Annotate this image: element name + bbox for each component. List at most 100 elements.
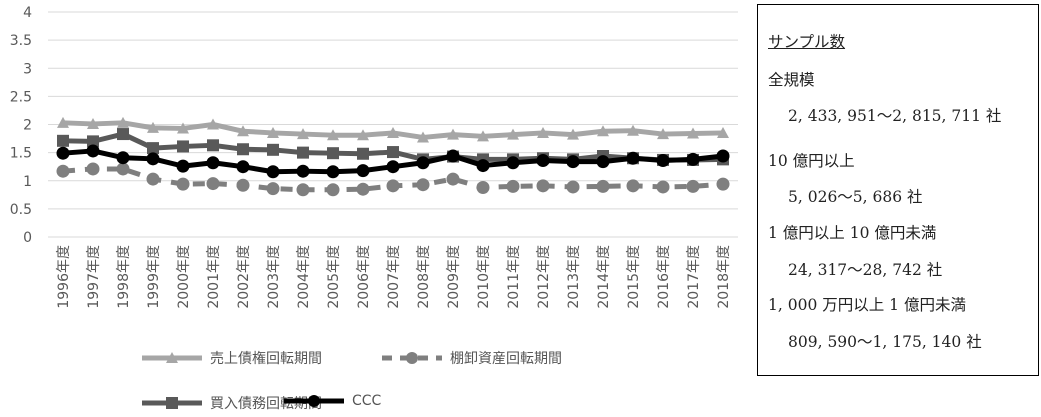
data-point [596,155,610,169]
data-point [686,179,700,193]
x-tick-label: 2010年度 [476,245,492,309]
data-point [86,162,100,176]
x-tick-label: 2005年度 [326,245,342,309]
legend-label: CCC [352,393,382,409]
data-point [147,121,159,133]
data-point [356,164,370,178]
data-point [536,179,550,193]
x-tick-label: 2000年度 [176,245,192,309]
data-point [117,128,129,141]
x-tick-label: 2018年度 [716,245,732,309]
sample-category: 全規模 [768,71,815,89]
data-point [387,126,399,138]
data-point [297,146,309,159]
data-point [357,147,369,160]
data-point [147,142,159,155]
data-point [146,172,160,186]
series-layer [56,116,730,197]
x-tick-label: 2008年度 [416,245,432,309]
data-point [716,177,730,191]
x-tick-label: 2012年度 [536,245,552,309]
data-point [566,155,580,169]
x-tick-label: 2017年度 [686,245,702,309]
data-point [626,179,640,193]
x-tick-label: 2003年度 [266,245,282,309]
data-point [716,149,730,163]
sample-range: 24, 317～28, 742 社 [788,261,943,279]
x-tick-label: 2015年度 [626,245,642,309]
data-point [237,143,249,156]
data-point [206,177,220,191]
y-tick-label: 2.5 [10,89,32,105]
line-chart: 0 0.5 1 1.5 2 2.5 3 3.5 4 1996年度 1997年度 1998年度 1999… [10,5,738,309]
data-point [717,126,729,138]
data-point [326,183,340,197]
x-tick-label: 2006年度 [356,245,372,309]
y-tick-label: 0.5 [10,202,32,218]
y-tick-label: 0 [23,230,32,246]
data-point [57,116,69,128]
y-tick-label: 1 [23,174,32,190]
data-point [237,125,249,137]
circle-marker-icon [382,352,442,364]
data-point [657,128,669,140]
data-point [327,129,339,141]
x-tick-label: 1997年度 [86,245,102,309]
y-tick-label: 4 [23,5,32,21]
data-point [626,151,640,165]
legend-item-receivables: 売上債権回転期間 [140,348,322,368]
data-point [627,124,639,136]
data-point [506,156,520,170]
series-3 [56,144,730,179]
x-tick-label: 2009年度 [446,245,462,309]
data-point [687,127,699,139]
sample-range: 809, 590～1, 175, 140 社 [788,333,982,351]
y-tick-label: 3.5 [10,33,32,49]
y-axis-ticks: 0 0.5 1 1.5 2 2.5 3 3.5 4 [10,5,32,246]
circle-marker-icon [284,395,344,407]
data-point [326,165,340,179]
legend-item-ccc: CCC [282,393,381,409]
data-point [87,135,99,148]
y-tick-label: 3 [23,61,32,77]
triangle-marker-icon [142,352,202,363]
data-point [57,134,69,147]
data-point [176,177,190,191]
data-point [686,152,700,166]
data-point [116,162,130,176]
data-point [236,160,250,174]
data-point [266,182,280,196]
series-1 [56,162,730,197]
data-point [446,149,460,163]
data-point [296,164,310,178]
x-tick-label: 1998年度 [116,245,132,309]
sample-category: 10 億円以上 [768,152,855,170]
data-point [537,126,549,138]
data-point [387,146,399,159]
data-point [267,126,279,138]
data-point [177,140,189,153]
data-point [357,129,369,141]
data-point [207,139,219,152]
data-point [476,181,490,194]
data-point [417,131,429,143]
data-point [356,182,370,196]
data-point [177,122,189,134]
sample-box-title: サンプル数 [768,33,846,51]
data-point [596,179,610,193]
data-point [146,152,160,166]
sample-range: 5, 026～5, 686 社 [788,188,923,206]
legend-label: 棚卸資産回転期間 [450,351,562,367]
sample-category: 1, 000 万円以上 1 億円未満 [768,296,966,314]
data-point [506,179,520,193]
data-point [566,180,580,194]
y-tick-label: 2 [23,118,32,134]
x-tick-label: 2001年度 [206,245,222,309]
x-tick-label: 2007年度 [386,245,402,309]
data-point [656,180,670,194]
y-tick-label: 1.5 [10,146,32,162]
data-point [236,178,250,192]
legend-label: 売上債権回転期間 [210,351,322,367]
data-point [416,156,430,170]
data-point [327,147,339,160]
